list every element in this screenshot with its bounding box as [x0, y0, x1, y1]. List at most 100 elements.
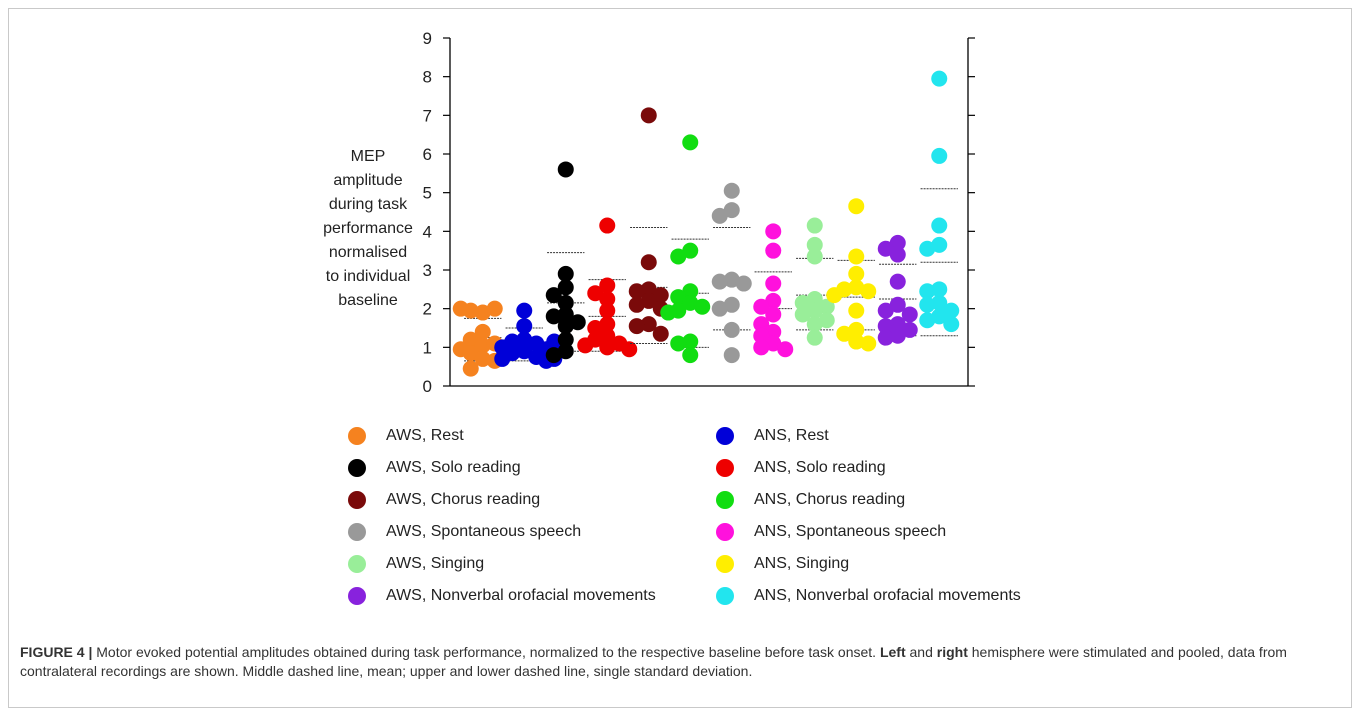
data-point — [682, 294, 699, 311]
data-point — [901, 306, 918, 323]
caption-text-3: hemisphere were stimulated and pooled, d… — [20, 644, 1287, 679]
data-point — [682, 333, 699, 350]
data-point — [818, 312, 835, 329]
data-point — [723, 271, 740, 288]
legend-item: AWS, Nonverbal orofacial movements — [348, 584, 656, 608]
data-point — [877, 302, 894, 319]
y-tick-label: 1 — [423, 338, 432, 357]
legend-marker — [716, 523, 734, 541]
legend-item: AWS, Spontaneous speech — [348, 520, 581, 544]
legend-marker — [348, 491, 366, 509]
data-point — [545, 347, 562, 364]
data-point — [889, 316, 906, 333]
data-point — [848, 265, 865, 282]
legend-label: AWS, Nonverbal orofacial movements — [386, 587, 656, 604]
data-point — [682, 242, 699, 259]
legend-item: ANS, Rest — [716, 424, 829, 448]
legend-marker — [348, 523, 366, 541]
data-point — [462, 345, 479, 362]
data-point — [765, 292, 782, 309]
data-point — [599, 277, 616, 294]
legend-label: ANS, Rest — [754, 427, 829, 444]
data-point — [628, 318, 645, 335]
data-point — [711, 273, 728, 290]
data-point — [931, 217, 948, 234]
data-point — [577, 337, 594, 354]
data-point — [599, 291, 616, 307]
data-point — [931, 147, 948, 164]
legend-label: ANS, Nonverbal orofacial movements — [754, 587, 1021, 604]
y-tick-label: 3 — [423, 261, 432, 280]
data-point — [621, 341, 638, 358]
figure-label: FIGURE 4 | — [20, 644, 93, 660]
data-point — [557, 331, 574, 348]
data-point — [919, 283, 936, 300]
data-point — [931, 294, 948, 311]
legend-marker — [716, 587, 734, 605]
data-point — [474, 337, 491, 354]
data-point — [557, 279, 574, 296]
data-point — [587, 285, 604, 302]
data-point — [848, 279, 865, 296]
data-point — [640, 316, 657, 333]
legend-label: ANS, Chorus reading — [754, 491, 906, 508]
data-point — [931, 308, 948, 325]
data-point — [826, 287, 843, 304]
legend-item: AWS, Singing — [348, 552, 484, 576]
data-point — [652, 287, 669, 304]
y-tick-label: 2 — [423, 300, 432, 319]
legend-label: ANS, Singing — [754, 555, 850, 572]
data-point — [486, 300, 503, 317]
data-point — [889, 234, 906, 251]
legend-label: ANS, Spontaneous speech — [754, 523, 947, 540]
data-point — [628, 296, 645, 313]
data-point — [931, 70, 948, 87]
legend-item: ANS, Nonverbal orofacial movements — [716, 584, 1021, 608]
legend-item: AWS, Chorus reading — [348, 488, 540, 512]
data-point — [848, 302, 865, 319]
data-point — [545, 287, 562, 304]
data-point — [516, 331, 533, 348]
data-point — [836, 325, 853, 342]
data-point — [723, 296, 740, 313]
y-tick-label: 4 — [423, 222, 432, 241]
data-point — [557, 318, 574, 335]
data-point — [848, 248, 865, 265]
data-point — [599, 316, 616, 333]
legend-marker — [716, 555, 734, 573]
data-point — [557, 294, 574, 311]
data-point — [682, 347, 699, 364]
data-point — [723, 182, 740, 199]
legend-item: AWS, Solo reading — [348, 456, 521, 480]
y-tick-label: 8 — [423, 68, 432, 87]
legend-label: ANS, Solo reading — [754, 459, 886, 476]
data-point — [569, 314, 586, 331]
data-point — [516, 318, 533, 335]
data-point — [753, 316, 770, 333]
data-point — [794, 294, 811, 311]
data-point — [931, 281, 948, 298]
data-point — [670, 289, 687, 306]
y-tick-label: 5 — [423, 184, 432, 203]
data-point — [765, 335, 782, 352]
data-point — [723, 347, 740, 364]
data-point — [587, 320, 604, 336]
data-point — [877, 318, 894, 335]
data-point — [474, 323, 491, 340]
data-point — [848, 333, 865, 350]
data-point — [919, 312, 936, 329]
data-point — [806, 217, 823, 234]
data-point — [943, 316, 960, 333]
data-point — [599, 327, 616, 344]
data-point — [889, 246, 906, 263]
data-point — [794, 306, 811, 323]
data-point — [765, 223, 782, 240]
legend-marker — [716, 427, 734, 445]
y-tick-label: 7 — [423, 106, 432, 125]
data-point — [462, 331, 479, 348]
y-tick-label: 9 — [423, 29, 432, 48]
data-point — [806, 291, 823, 307]
legend-marker — [348, 587, 366, 605]
data-point — [765, 306, 782, 323]
data-point — [860, 283, 877, 300]
